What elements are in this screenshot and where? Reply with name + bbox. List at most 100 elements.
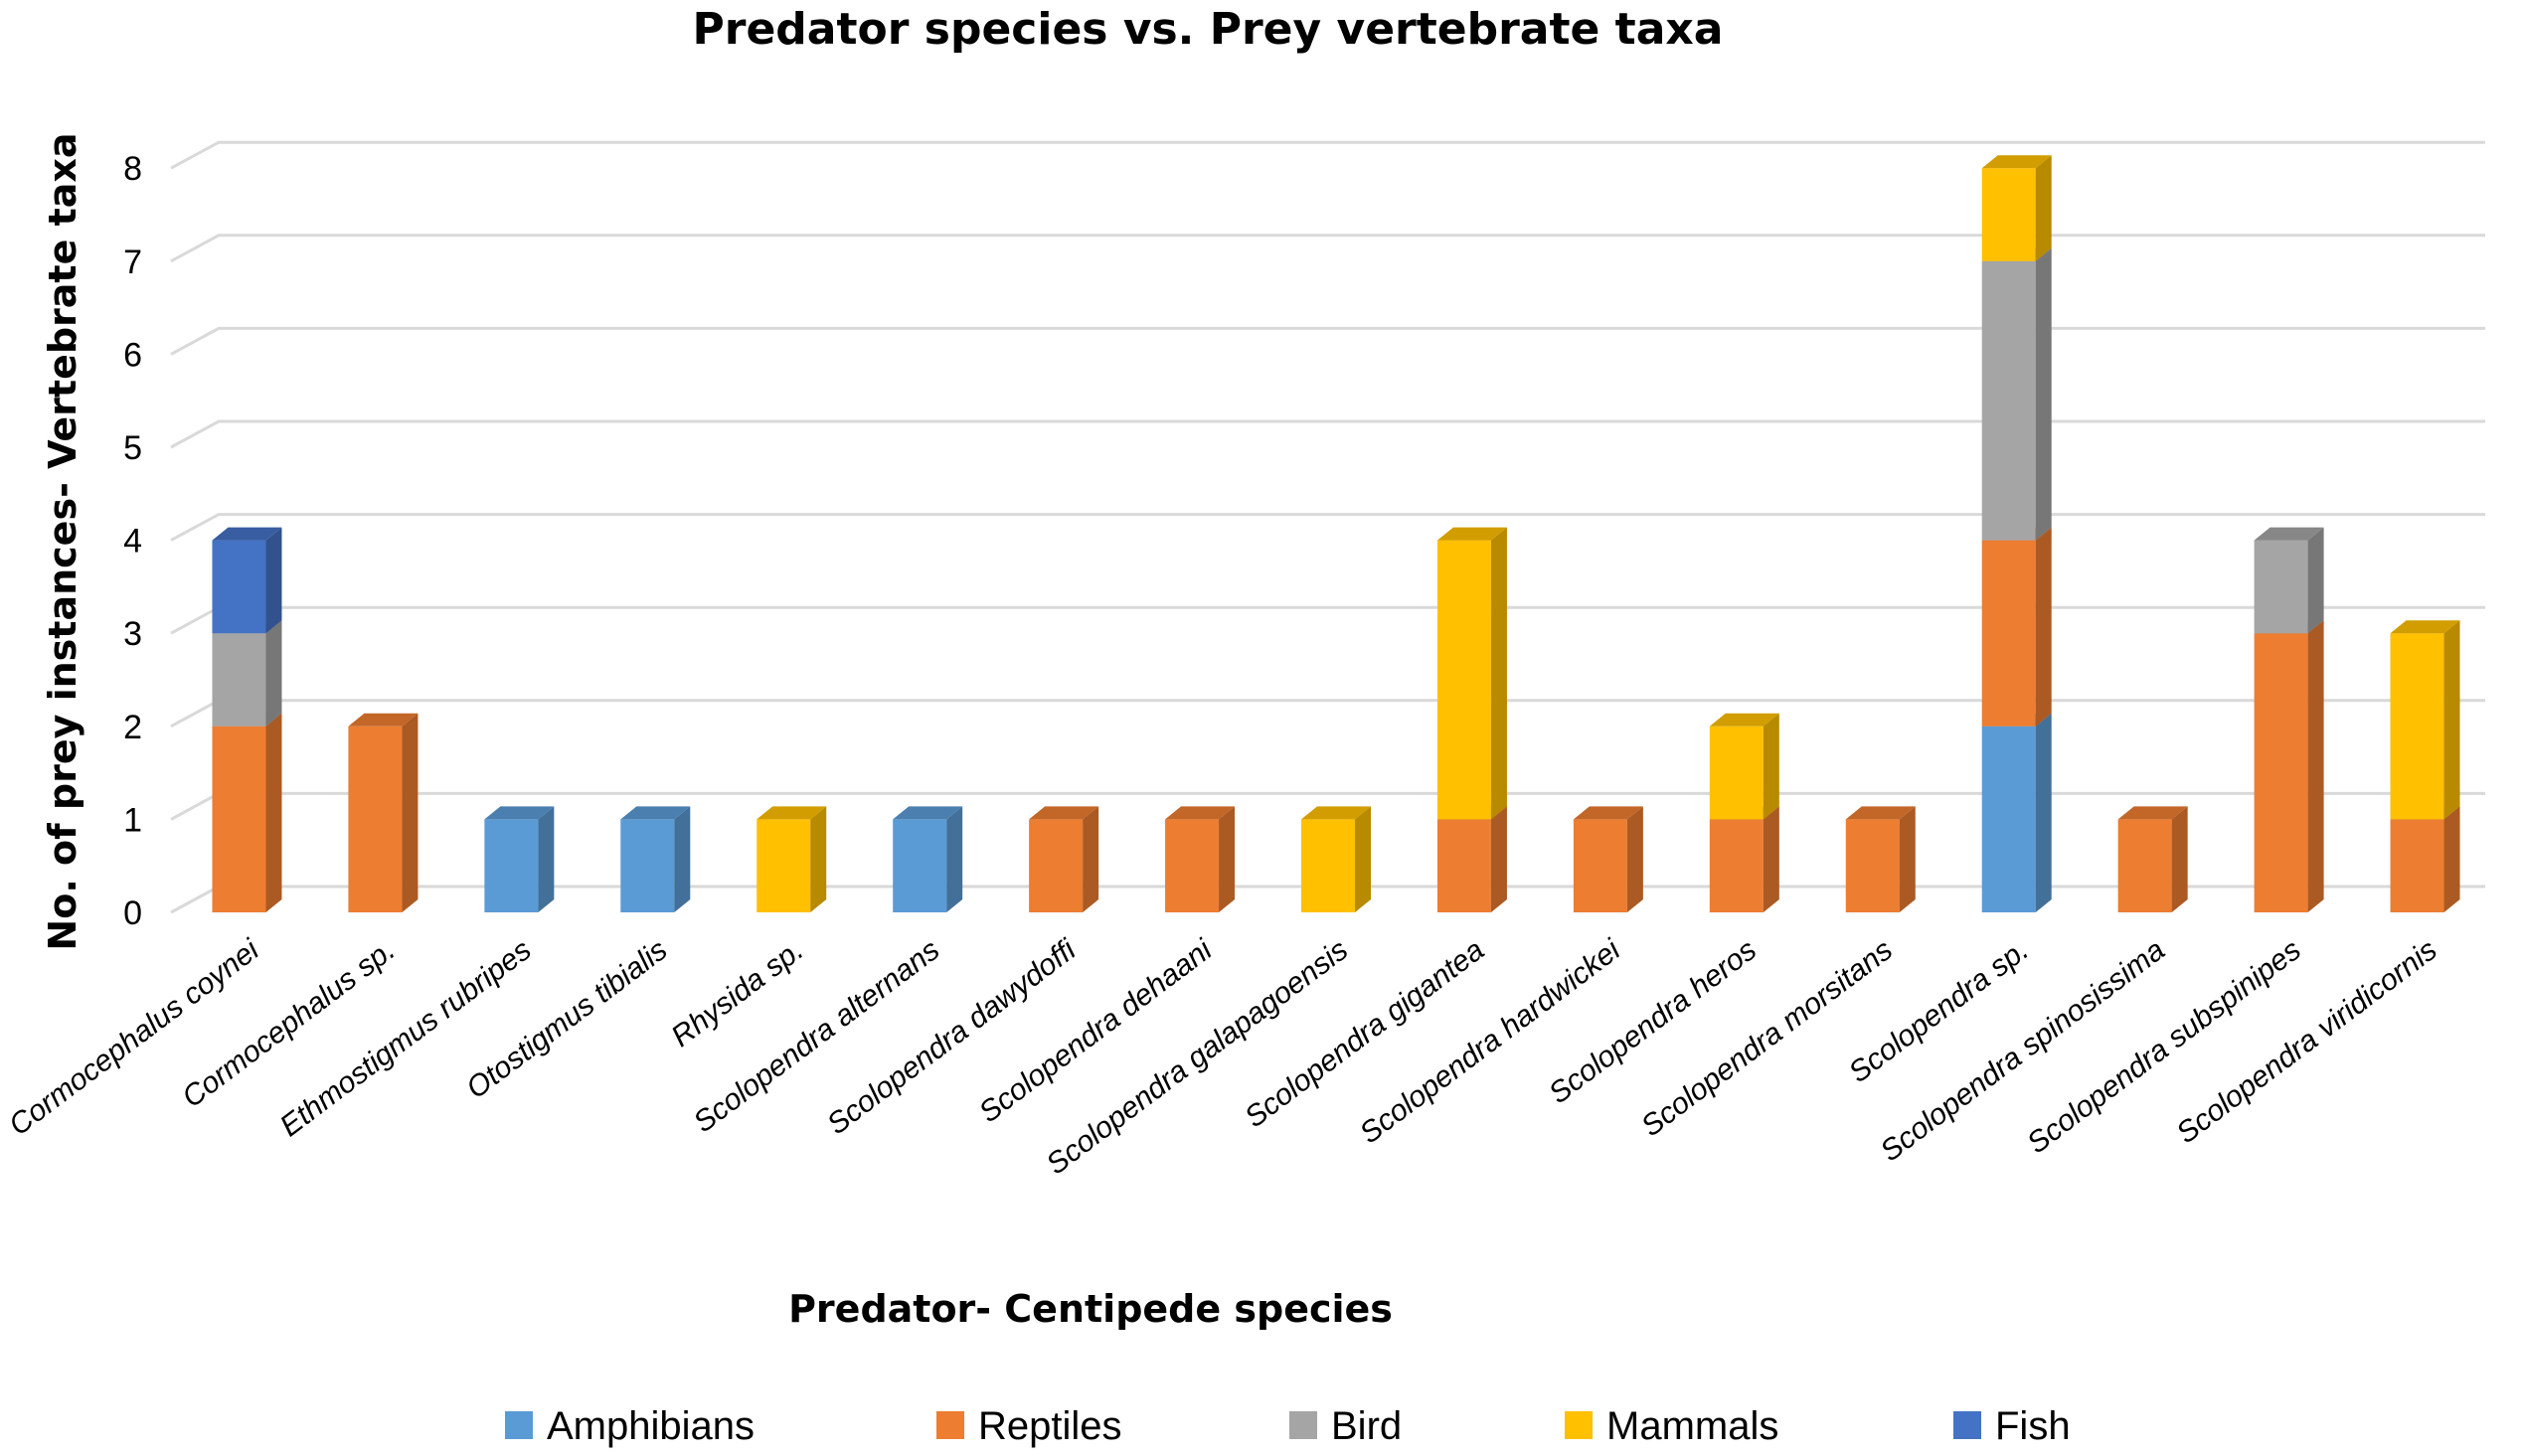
bar-segment-top bbox=[2390, 620, 2460, 634]
y-tick-label: 6 bbox=[123, 336, 142, 374]
bar-segment-top bbox=[1709, 713, 1779, 727]
bar-segment-top bbox=[484, 806, 555, 820]
bar-segment bbox=[484, 806, 555, 912]
bar-segment bbox=[2117, 806, 2188, 912]
gridlines bbox=[170, 140, 2485, 914]
legend-item: Reptiles bbox=[936, 1404, 1122, 1448]
bar-segment bbox=[348, 713, 419, 912]
gridline bbox=[170, 605, 2485, 635]
bar-segment bbox=[1981, 713, 2052, 912]
bar-segment-top bbox=[757, 806, 827, 820]
bar-segment bbox=[2390, 806, 2460, 912]
legend-item: Amphibians bbox=[505, 1404, 755, 1448]
bar-segment-top bbox=[1029, 806, 1099, 820]
bar-segment bbox=[1165, 806, 1236, 912]
bar-segment bbox=[212, 527, 282, 634]
bar-segment-top bbox=[348, 713, 419, 727]
y-tick-label: 1 bbox=[123, 801, 142, 839]
bar-segment-front bbox=[212, 540, 266, 634]
legend-swatch bbox=[1565, 1411, 1593, 1439]
bar-segment-side bbox=[1355, 806, 1371, 912]
bar-segment-side bbox=[265, 527, 282, 634]
bar-segment bbox=[212, 620, 282, 727]
bar-segment-side bbox=[2171, 806, 2188, 912]
bar-segment bbox=[1573, 806, 1643, 912]
x-tick-label: Scolopendra viridicornis bbox=[2171, 933, 2443, 1150]
legend: Amphibians Reptiles Bird Mammals Fish bbox=[505, 1404, 2071, 1448]
y-axis-title: No. of prey instances- Vertebrate taxa bbox=[41, 132, 84, 950]
bar-segment bbox=[2254, 527, 2324, 634]
x-tick-label: Cormocephalus coynei bbox=[3, 932, 266, 1142]
bar-segment-top bbox=[2254, 527, 2324, 541]
bar-segment bbox=[757, 806, 827, 912]
legend-item: Bird bbox=[1289, 1404, 1402, 1448]
gridline bbox=[170, 234, 2485, 263]
y-tick-label: 8 bbox=[123, 150, 142, 188]
bar-segment-side bbox=[1219, 806, 1236, 912]
legend-swatch bbox=[1289, 1411, 1317, 1439]
bar-segment-front bbox=[1709, 819, 1764, 912]
bar-segment bbox=[1301, 806, 1371, 912]
bars bbox=[212, 155, 2460, 912]
bar-segment-side bbox=[1763, 713, 1779, 820]
bar-segment-front bbox=[1709, 726, 1764, 820]
bar-segment bbox=[1436, 527, 1507, 820]
y-tick-label: 0 bbox=[123, 894, 142, 932]
bar-segment bbox=[212, 713, 282, 912]
bar-segment-front bbox=[1165, 819, 1220, 912]
chart-title: Predator species vs. Prey vertebrate tax… bbox=[693, 4, 1724, 55]
bar-segment-side bbox=[2307, 620, 2324, 912]
bar-segment-front bbox=[1981, 260, 2036, 541]
legend-label: Fish bbox=[1995, 1404, 2071, 1448]
bar-segment-front bbox=[348, 726, 403, 912]
bar-segment-top bbox=[1165, 806, 1236, 820]
bar-segment-front bbox=[1981, 726, 2036, 912]
bar-segment-front bbox=[1845, 819, 1900, 912]
bar-segment-side bbox=[2035, 155, 2052, 261]
bar-segment-side bbox=[2443, 806, 2460, 912]
x-tick-label: Scolopendra hardwickei bbox=[1354, 932, 1627, 1150]
bar-segment-side bbox=[1490, 527, 1507, 820]
bar-segment-front bbox=[2254, 540, 2308, 634]
legend-label: Amphibians bbox=[547, 1404, 755, 1448]
bar-segment-front bbox=[2390, 819, 2444, 912]
bar-segment-front bbox=[2390, 633, 2444, 820]
y-tick-label: 3 bbox=[123, 615, 142, 653]
bar-segment-side bbox=[946, 806, 963, 912]
bar-segment-top bbox=[212, 527, 282, 541]
bar-segment-front bbox=[484, 819, 539, 912]
bar-segment-side bbox=[1899, 806, 1916, 912]
bar-segment bbox=[1436, 806, 1507, 912]
bar-segment bbox=[1709, 713, 1779, 820]
bar-segment-side bbox=[674, 806, 691, 912]
x-tick-label: Ethmostigmus rubripes bbox=[274, 933, 538, 1143]
bar-segment bbox=[2390, 620, 2460, 820]
bar-segment-side bbox=[2307, 527, 2324, 634]
bar-segment-side bbox=[1490, 806, 1507, 912]
bar-segment-side bbox=[402, 713, 419, 912]
x-tick-label: Scolopendra dehaani bbox=[973, 932, 1219, 1129]
bar-segment-side bbox=[2035, 247, 2052, 541]
bar-segment-front bbox=[620, 819, 675, 912]
bar-segment-top bbox=[1573, 806, 1643, 820]
bar-segment-side bbox=[1083, 806, 1099, 912]
bar-segment-top bbox=[893, 806, 963, 820]
y-tick-label: 7 bbox=[123, 243, 142, 281]
x-axis-title: Predator- Centipede species bbox=[788, 1287, 1393, 1331]
gridline bbox=[170, 699, 2485, 728]
bar-segment bbox=[1709, 806, 1779, 912]
bar-segment-side bbox=[2035, 527, 2052, 727]
bar-segment-top bbox=[620, 806, 691, 820]
legend-item: Mammals bbox=[1565, 1404, 1778, 1448]
bar-segment-front bbox=[212, 633, 266, 727]
bar-segment-front bbox=[1981, 540, 2036, 727]
bar-segment bbox=[1981, 527, 2052, 727]
legend-swatch bbox=[1953, 1411, 1981, 1439]
bar-segment-top bbox=[2117, 806, 2188, 820]
bar-segment-front bbox=[1573, 819, 1627, 912]
gridline bbox=[170, 326, 2485, 356]
x-tick-label: Rhysida sp. bbox=[665, 933, 809, 1053]
bar-segment-side bbox=[2035, 713, 2052, 912]
bar-segment-top bbox=[1845, 806, 1916, 820]
